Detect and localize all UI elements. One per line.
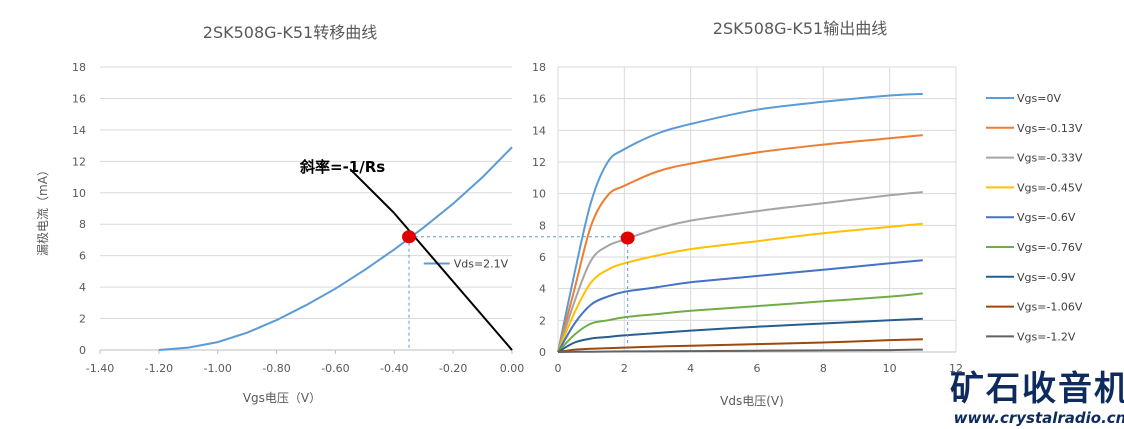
output-series-line [557, 348, 923, 353]
transfer-y-tick: 12 [72, 155, 86, 168]
output-legend-label: Vgs=-1.06V [1017, 301, 1083, 314]
transfer-y-tick: 4 [79, 281, 86, 294]
output-legend-label: Vgs=-0.6V [1017, 211, 1076, 224]
output-legend: Vgs=0V Vgs=-0.13V Vgs=-0.33V Vgs=-0.45V Vgs=… [986, 92, 1083, 343]
output-legend-label: Vgs=-0.33V [1017, 152, 1083, 165]
transfer-y-tick: 16 [72, 92, 86, 105]
output-y-tick: 10 [532, 188, 546, 201]
output-x-tick: 2 [621, 362, 628, 375]
output-y-tick: 8 [539, 219, 546, 232]
transfer-operating-point [402, 230, 416, 244]
output-series-line [557, 191, 923, 353]
transfer-x-tick: -1.20 [145, 362, 173, 375]
output-y-tick: 18 [532, 61, 546, 74]
transfer-series-line [158, 146, 513, 351]
output-legend-label: Vgs=-0.76V [1017, 241, 1083, 254]
output-y-tick: 2 [539, 314, 546, 327]
transfer-series: Vds=2.1V [158, 146, 513, 351]
output-y-tick: 16 [532, 93, 546, 106]
transfer-y-tick: 6 [79, 250, 86, 263]
transfer-y-tick: 0 [79, 344, 86, 357]
output-series-line [557, 222, 923, 353]
output-legend-label: Vgs=-0.9V [1017, 271, 1076, 284]
output-y-tick: 14 [532, 124, 546, 137]
output-series-line [557, 259, 923, 353]
output-legend-label: Vgs=-0.13V [1017, 122, 1083, 135]
output-x-tick: 0 [555, 362, 562, 375]
load-line-extension [349, 168, 395, 214]
transfer-y-tick: 8 [79, 218, 86, 231]
output-x-axis-label: Vds电压(V) [720, 394, 784, 408]
operating-point-guides [402, 230, 635, 352]
output-chart-title: 2SK508G-K51输出曲线 [713, 19, 887, 38]
slope-annotation: 斜率=-1/Rs [299, 158, 385, 176]
output-legend-label: Vgs=0V [1017, 92, 1061, 105]
watermark: 矿石收音机 www.crystalradio.cn [950, 369, 1124, 427]
transfer-legend-label: Vds=2.1V [454, 258, 509, 271]
transfer-gridlines [99, 66, 513, 354]
transfer-chart-title: 2SK508G-K51转移曲线 [203, 23, 377, 42]
output-y-tick: 12 [532, 156, 546, 169]
transfer-x-tick: -1.40 [86, 362, 114, 375]
transfer-x-tick: 0.00 [500, 362, 525, 375]
transfer-x-axis-label: Vgs电压（V） [243, 391, 321, 405]
output-x-tick: 8 [820, 362, 827, 375]
output-series [557, 92, 923, 353]
transfer-y-tick: 14 [72, 124, 86, 137]
watermark-url: www.crystalradio.cn [954, 409, 1124, 427]
output-legend-label: Vgs=-0.45V [1017, 181, 1083, 194]
transfer-x-tick: -1.00 [203, 362, 231, 375]
output-curve-chart: 2SK508G-K51输出曲线 0 2 4 6 8 10 12 14 16 18 0 2 4 6 8 10 12… [532, 19, 1083, 408]
transfer-y-tick: 10 [72, 187, 86, 200]
transfer-y-tick: 18 [72, 61, 86, 74]
output-x-tick: 4 [687, 362, 694, 375]
output-legend-label: Vgs=-1.2V [1017, 330, 1076, 343]
output-series-line [557, 92, 923, 353]
output-series-line [557, 317, 923, 353]
transfer-x-tick: -0.20 [439, 362, 467, 375]
output-y-tick: 4 [539, 283, 546, 296]
output-series-line [557, 338, 923, 353]
transfer-y-axis-label: 漏极电流（mA） [36, 164, 50, 256]
output-y-tick: 0 [539, 346, 546, 359]
output-series-line [557, 134, 923, 353]
transfer-tick-labels: 0 2 4 6 8 10 12 14 16 18 -1.40 -1.20 -1.00 -0.80 -0.60… [72, 61, 524, 375]
output-x-tick: 10 [883, 362, 897, 375]
output-x-tick: 12 [949, 362, 963, 375]
output-y-tick: 6 [539, 251, 546, 264]
output-series-line [557, 292, 923, 353]
output-tick-labels: 0 2 4 6 8 10 12 14 16 18 0 2 4 6 8 10 12 [532, 61, 963, 375]
watermark-logo-text: 矿石收音机 [950, 369, 1124, 409]
transfer-curve-chart: 2SK508G-K51转移曲线 0 2 4 6 8 10 12 14 16 18 -1.40 -1.2… [36, 23, 524, 405]
transfer-x-tick: -0.60 [321, 362, 349, 375]
output-operating-point [620, 231, 635, 245]
output-x-tick: 6 [754, 362, 761, 375]
transfer-y-tick: 2 [79, 313, 86, 326]
transfer-x-tick: -0.40 [380, 362, 408, 375]
transfer-x-tick: -0.80 [262, 362, 290, 375]
